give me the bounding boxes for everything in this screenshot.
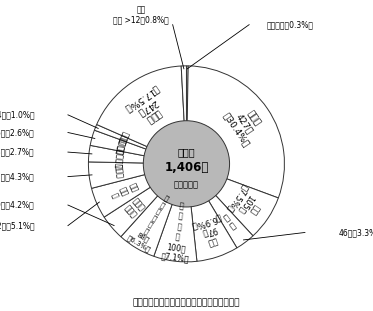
Wedge shape <box>104 164 186 237</box>
Text: （２年度）: （２年度） <box>174 180 199 189</box>
Text: 腰
痛: 腰 痛 <box>222 212 237 230</box>
Text: リウマチ: リウマチ <box>113 135 127 156</box>
Text: 1,406人: 1,406人 <box>164 161 209 174</box>
Circle shape <box>143 121 229 207</box>
Wedge shape <box>154 164 197 262</box>
Wedge shape <box>186 164 237 261</box>
Text: 転倒
105人
（7.5%）: 転倒 105人 （7.5%） <box>225 182 267 225</box>
Wedge shape <box>186 66 188 164</box>
Text: なし４人（0.3%）: なし４人（0.3%） <box>267 20 314 29</box>
Text: 心　臓　病: 心 臓 病 <box>113 145 124 169</box>
Text: 総　数: 総 数 <box>178 147 195 157</box>
Text: 精　神
障　害: 精 神 障 害 <box>122 197 146 220</box>
Text: 高血圧: 高血圧 <box>116 130 129 146</box>
Text: 図４　寝たきり患者の寝たきりとなった動機: 図４ 寝たきり患者の寝たきりとなった動機 <box>133 299 240 308</box>
Text: 次測
不明 >12（0.8%）: 次測 不明 >12（0.8%） <box>113 5 169 25</box>
Text: 59人（4.2%）: 59人（4.2%） <box>0 201 35 210</box>
Text: 神経
疾患
患: 神経 疾患 患 <box>108 181 139 202</box>
Text: 38人（2.7%）: 38人（2.7%） <box>0 148 35 157</box>
Wedge shape <box>186 164 253 248</box>
Wedge shape <box>186 164 278 236</box>
Text: その他
247人
（17.5%）: その他 247人 （17.5%） <box>123 84 172 131</box>
Wedge shape <box>97 66 186 164</box>
Text: 骨折
97人
（6.9%）: 骨折 97人 （6.9%） <box>189 213 229 251</box>
Wedge shape <box>88 145 186 164</box>
Wedge shape <box>181 66 186 164</box>
Wedge shape <box>121 164 186 256</box>
Text: 脳卒中
427人
（30.4%）: 脳卒中 427人 （30.4%） <box>221 100 268 149</box>
Wedge shape <box>90 130 186 164</box>
Text: 61人（4.3%）: 61人（4.3%） <box>0 172 35 181</box>
Wedge shape <box>94 124 186 164</box>
Text: 72人（5.1%）: 72人（5.1%） <box>0 221 35 230</box>
Text: が　ん: が ん <box>113 165 123 179</box>
Text: 何
と
な
く
100人
（7.1%）: 何 と な く 100人 （7.1%） <box>161 200 196 264</box>
Wedge shape <box>88 162 186 188</box>
Text: 14人（1.0%）: 14人（1.0%） <box>0 110 35 119</box>
Text: 老
衰
特
定
疾
患
88人
（6.3%）: 老 衰 特 定 疾 患 88人 （6.3%） <box>126 189 179 254</box>
Text: 46人（3.3%）: 46人（3.3%） <box>338 228 373 237</box>
Text: 36人（2.6%）: 36人（2.6%） <box>0 128 35 137</box>
Wedge shape <box>186 66 285 198</box>
Wedge shape <box>91 164 186 217</box>
